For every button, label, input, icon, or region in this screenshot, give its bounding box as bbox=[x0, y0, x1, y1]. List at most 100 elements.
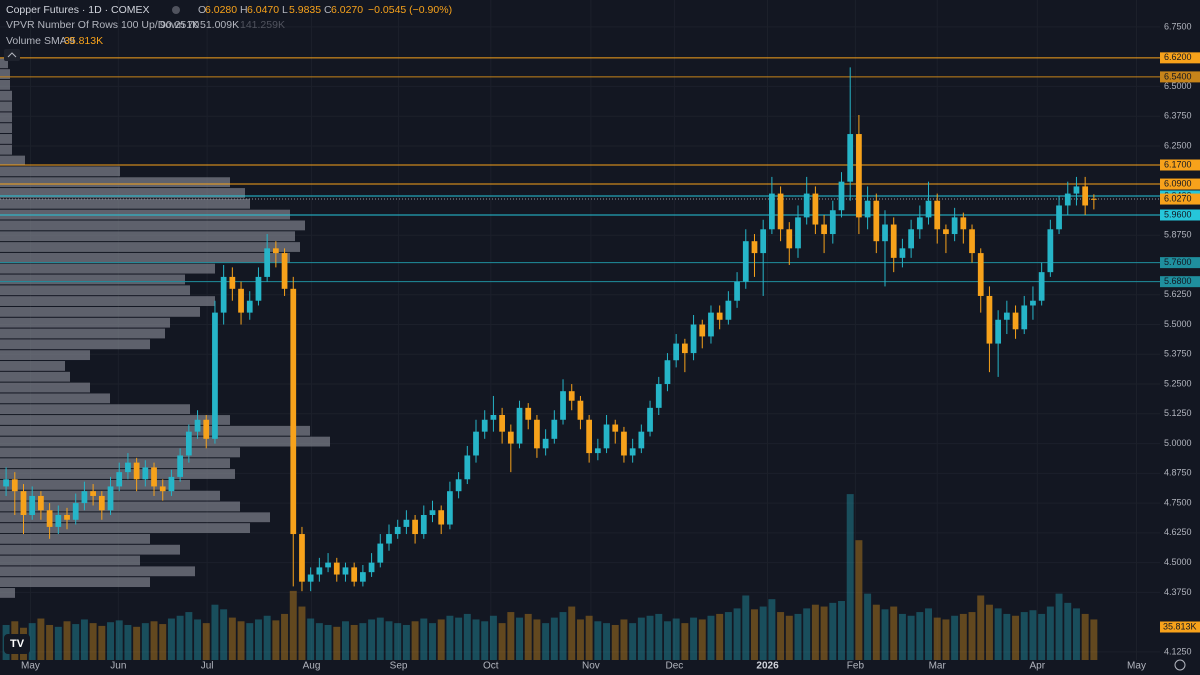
volume-bar bbox=[550, 617, 558, 660]
volume-profile-row bbox=[0, 588, 15, 598]
candle-body bbox=[908, 229, 914, 249]
volume-bar bbox=[533, 619, 541, 660]
candle-body bbox=[1030, 300, 1036, 306]
volume-bar bbox=[681, 623, 689, 660]
volume-bar bbox=[820, 606, 828, 660]
candle-body bbox=[786, 229, 793, 249]
settings-icon[interactable] bbox=[1174, 659, 1186, 671]
candle-body bbox=[412, 519, 418, 535]
candle-body bbox=[882, 224, 888, 242]
volume-bar bbox=[925, 608, 933, 660]
volume-bar bbox=[864, 593, 872, 660]
candle-body bbox=[177, 455, 184, 477]
volume-sma-tag bbox=[1160, 621, 1200, 633]
volume-profile-row bbox=[0, 555, 140, 566]
collapse-button[interactable] bbox=[4, 49, 20, 61]
price-level-label: 5.6800 bbox=[1164, 276, 1192, 286]
x-tick-label: Apr bbox=[1030, 661, 1046, 672]
candle-body bbox=[708, 312, 714, 337]
volume-bar bbox=[263, 615, 271, 660]
volume-bar bbox=[742, 595, 750, 660]
candle-body bbox=[11, 479, 18, 492]
candle-body bbox=[847, 134, 854, 182]
candle-body bbox=[838, 181, 845, 211]
candle-body bbox=[1021, 305, 1028, 330]
candle-body bbox=[812, 193, 819, 225]
volume-bar bbox=[672, 618, 680, 660]
candle-body bbox=[481, 419, 488, 432]
volume-bar bbox=[228, 617, 236, 660]
volume-bar bbox=[1029, 610, 1037, 660]
volume-bar bbox=[498, 623, 506, 660]
y-tick-label: 5.0000 bbox=[1164, 438, 1192, 448]
vpvr-title: VPVR Number Of Rows 100 Up/Down 70 bbox=[6, 19, 199, 31]
volume-bar bbox=[846, 494, 854, 660]
candle-body bbox=[995, 319, 1002, 344]
candle-body bbox=[238, 288, 244, 313]
candle-body bbox=[856, 134, 862, 218]
x-tick-label: Dec bbox=[666, 661, 684, 672]
candle-body bbox=[307, 574, 314, 582]
volume-bar bbox=[394, 623, 402, 660]
volume-bar bbox=[811, 604, 819, 660]
x-tick-label: Mar bbox=[929, 661, 947, 672]
candle-body bbox=[864, 200, 871, 218]
volume-profile-row bbox=[0, 566, 195, 577]
volume-profile-row bbox=[0, 144, 12, 155]
volume-profile-row bbox=[0, 404, 190, 415]
volume-bar bbox=[1020, 612, 1028, 660]
candle-body bbox=[542, 438, 549, 449]
y-tick-label: 5.1250 bbox=[1164, 408, 1192, 418]
price-level-label: 5.7600 bbox=[1164, 257, 1192, 267]
candle-body bbox=[873, 200, 880, 242]
volume-bar bbox=[246, 623, 254, 660]
y-tick-label: 4.6250 bbox=[1164, 527, 1192, 537]
y-tick-label: 4.8750 bbox=[1164, 468, 1192, 478]
volume-profile-row bbox=[0, 242, 300, 252]
candle-body bbox=[681, 343, 688, 354]
candle-body bbox=[125, 462, 131, 473]
volume-profile-row bbox=[0, 328, 165, 339]
collapse-icon bbox=[7, 52, 17, 58]
volume-bar bbox=[176, 615, 184, 660]
candle-body bbox=[890, 224, 897, 258]
volume-bar bbox=[690, 617, 698, 660]
ohlc-value: 6.0470 bbox=[247, 4, 279, 16]
candle-body bbox=[916, 217, 923, 230]
volume-profile-row bbox=[0, 296, 215, 306]
volume-profile-row bbox=[0, 155, 25, 166]
volume-profile-row bbox=[0, 393, 110, 404]
candle-body bbox=[194, 419, 201, 432]
candle-body bbox=[951, 217, 958, 235]
ohlc-value: 6.0280 bbox=[205, 4, 237, 16]
candle-body bbox=[38, 495, 44, 511]
volume-bar bbox=[759, 606, 767, 660]
volume-bar bbox=[585, 615, 593, 660]
volume-bar bbox=[324, 624, 332, 660]
candle-body bbox=[1003, 312, 1010, 320]
volume-bar bbox=[115, 620, 123, 660]
volume-bar bbox=[159, 624, 167, 660]
volume-bar bbox=[254, 619, 262, 660]
volume-bar bbox=[98, 625, 106, 660]
candle-body bbox=[1047, 229, 1054, 273]
candle-body bbox=[464, 455, 471, 480]
volume-bar bbox=[542, 623, 550, 660]
candle-body bbox=[673, 343, 680, 361]
candle-body bbox=[299, 534, 305, 582]
candle-body bbox=[986, 295, 993, 344]
volume-profile-row bbox=[0, 371, 70, 382]
candle-body bbox=[1073, 186, 1080, 194]
volume-bar bbox=[620, 619, 628, 660]
volume-profile-row bbox=[0, 577, 150, 588]
volume-bar bbox=[472, 619, 480, 660]
volume-bar bbox=[281, 613, 289, 660]
candle-body bbox=[769, 193, 775, 230]
candle-body bbox=[603, 424, 610, 449]
price-level-tag bbox=[1160, 209, 1200, 221]
candle-body bbox=[594, 448, 601, 454]
volume-bar bbox=[594, 621, 602, 660]
candle-body bbox=[316, 567, 323, 575]
volume-bar bbox=[376, 617, 384, 660]
volume-bar bbox=[1003, 613, 1011, 660]
